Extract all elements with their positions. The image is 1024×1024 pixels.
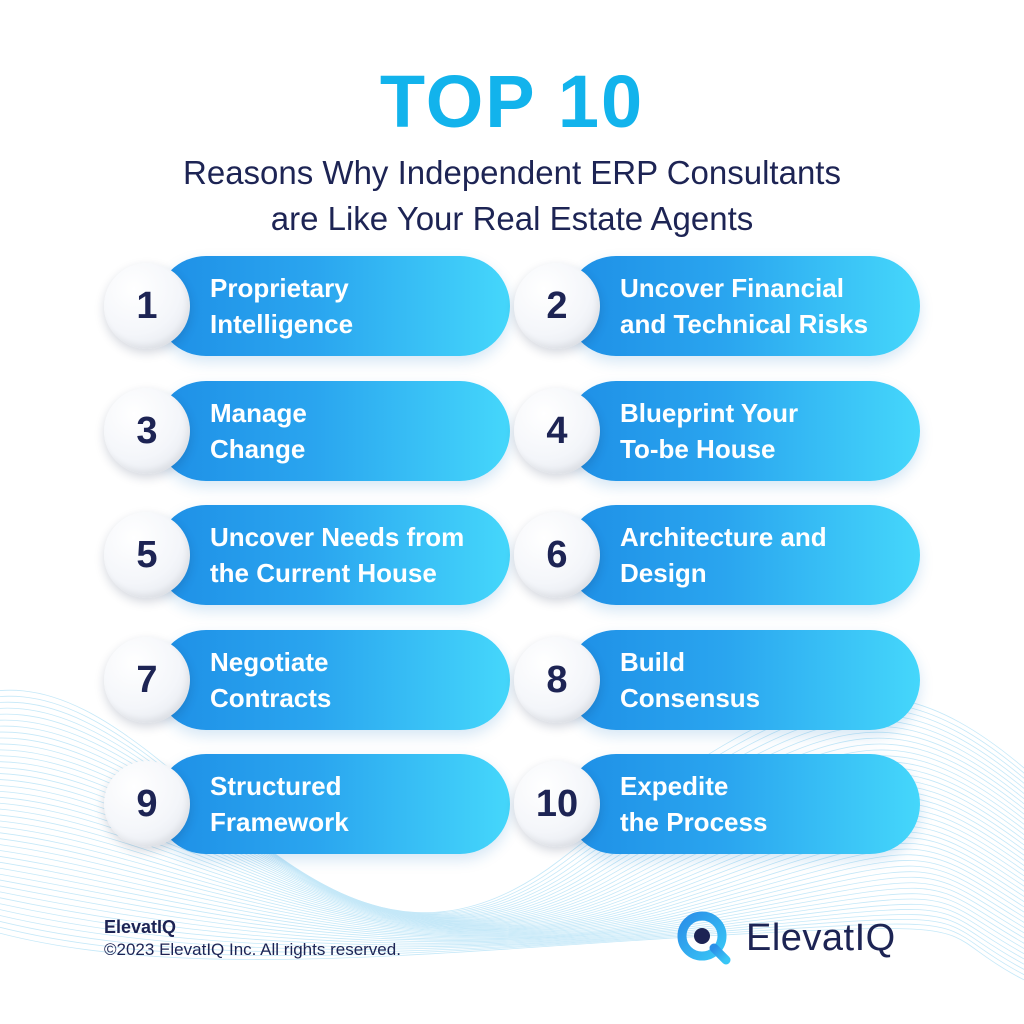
reason-item-10: Expedite the Process 10: [514, 754, 924, 854]
reason-item-9: Structured Framework 9: [104, 754, 514, 854]
wave-line: [0, 850, 1024, 935]
reason-label-line-2: the Process: [620, 807, 768, 837]
wave-line: [0, 838, 1024, 933]
reason-pill: [156, 256, 510, 356]
wave-line: [0, 891, 1024, 944]
wave-line: [0, 701, 1024, 915]
wave-line: [0, 713, 1024, 917]
wave-line: [0, 695, 1024, 914]
logo-text: ElevatIQ: [746, 916, 896, 959]
wave-line: [0, 861, 1024, 937]
reason-number-badge: 5: [104, 512, 190, 598]
wave-line: [0, 909, 1024, 960]
footer-brand-name: ElevatIQ: [104, 917, 177, 937]
reason-number-badge: 9: [104, 761, 190, 847]
wave-line: [0, 814, 1024, 930]
wave-line: [0, 856, 1024, 936]
reason-number-badge: 3: [104, 388, 190, 474]
reason-label: Proprietary Intelligence: [210, 270, 514, 342]
reason-number-badge: 8: [514, 637, 600, 723]
reason-item-5: Uncover Needs from the Current House 5: [104, 505, 514, 605]
reason-pill: [566, 381, 920, 481]
wave-line: [0, 820, 1024, 931]
reason-label-line-2: Framework: [210, 807, 349, 837]
reason-pill: [156, 505, 510, 605]
wave-line: [0, 897, 1024, 949]
page-title: TOP 10: [379, 60, 645, 143]
reason-number-badge: 10: [514, 761, 600, 847]
reason-pill: [156, 754, 510, 854]
reason-pill: [156, 381, 510, 481]
wave-line: [0, 914, 1024, 965]
reason-number-badge: 1: [104, 263, 190, 349]
reason-label-line-1: Manage: [210, 398, 307, 428]
reason-label-line-1: Architecture and: [620, 522, 827, 552]
wave-line: [0, 826, 1024, 932]
reason-label-line-1: Build: [620, 647, 685, 677]
reason-pill: [156, 630, 510, 730]
reason-label: Expedite the Process: [620, 768, 924, 840]
q-magnifier-logo-icon: [677, 911, 731, 965]
reason-label: Architecture and Design: [620, 519, 924, 591]
reason-item-7: Negotiate Contracts 7: [104, 630, 514, 730]
reason-pill: [566, 630, 920, 730]
wave-line: [0, 844, 1024, 934]
reason-number-badge: 2: [514, 263, 600, 349]
wave-line: [0, 832, 1024, 933]
reason-label: Uncover Financial and Technical Risks: [620, 270, 924, 342]
reason-pill: [566, 256, 920, 356]
reason-label-line-2: and Technical Risks: [620, 309, 869, 339]
reason-item-1: Proprietary Intelligence 1: [104, 256, 514, 356]
wave-line: [0, 928, 1024, 981]
reason-label-line-1: Negotiate: [210, 647, 329, 677]
wave-line: [0, 903, 1024, 955]
reason-item-3: Manage Change 3: [104, 381, 514, 481]
reason-label-line-2: Intelligence: [210, 309, 354, 339]
brand-logo: ElevatIQ: [676, 906, 896, 970]
reason-pill: [566, 505, 920, 605]
reason-label-line-2: the Current House: [210, 558, 437, 588]
reason-label-line-2: Change: [210, 434, 306, 464]
reason-number-badge: 7: [104, 637, 190, 723]
reason-number-badge: 6: [514, 512, 600, 598]
reason-pill: [566, 754, 920, 854]
wave-line: [0, 867, 1024, 938]
reason-label: Manage Change: [210, 395, 514, 467]
wave-line: [0, 707, 1024, 916]
reason-item-8: Build Consensus 8: [514, 630, 924, 730]
reason-label: Uncover Needs from the Current House: [210, 519, 514, 591]
reason-label-line-1: Proprietary: [210, 273, 349, 303]
reason-label-line-2: Design: [620, 558, 707, 588]
page-subtitle: Reasons Why Independent ERP Consultants …: [0, 150, 1024, 242]
reason-label: Blueprint Your To-be House: [620, 395, 924, 467]
subtitle-line-2: are Like Your Real Estate Agents: [270, 200, 754, 237]
reason-label-line-1: Uncover Needs from: [210, 522, 465, 552]
reason-item-2: Uncover Financial and Technical Risks 2: [514, 256, 924, 356]
reason-label-line-1: Uncover Financial: [620, 273, 844, 303]
reason-label: Negotiate Contracts: [210, 644, 514, 716]
reason-label-line-2: Consensus: [620, 683, 761, 713]
footer-copyright: ©2023 ElevatIQ Inc. All rights reserved.: [104, 940, 401, 959]
reason-item-6: Architecture and Design 6: [514, 505, 924, 605]
reason-label-line-2: Contracts: [210, 683, 332, 713]
reason-number-badge: 4: [514, 388, 600, 474]
reason-label: Build Consensus: [620, 644, 924, 716]
subtitle-line-1: Reasons Why Independent ERP Consultants: [183, 154, 841, 191]
wave-line: [0, 719, 1024, 917]
reason-label-line-1: Blueprint Your: [620, 398, 799, 428]
reason-label-line-1: Expedite: [620, 771, 729, 801]
reason-label-line-1: Structured: [210, 771, 342, 801]
reason-item-4: Blueprint Your To-be House 4: [514, 381, 924, 481]
reason-label-line-2: To-be House: [620, 434, 776, 464]
reason-label: Structured Framework: [210, 768, 514, 840]
wave-line: [0, 873, 1024, 939]
